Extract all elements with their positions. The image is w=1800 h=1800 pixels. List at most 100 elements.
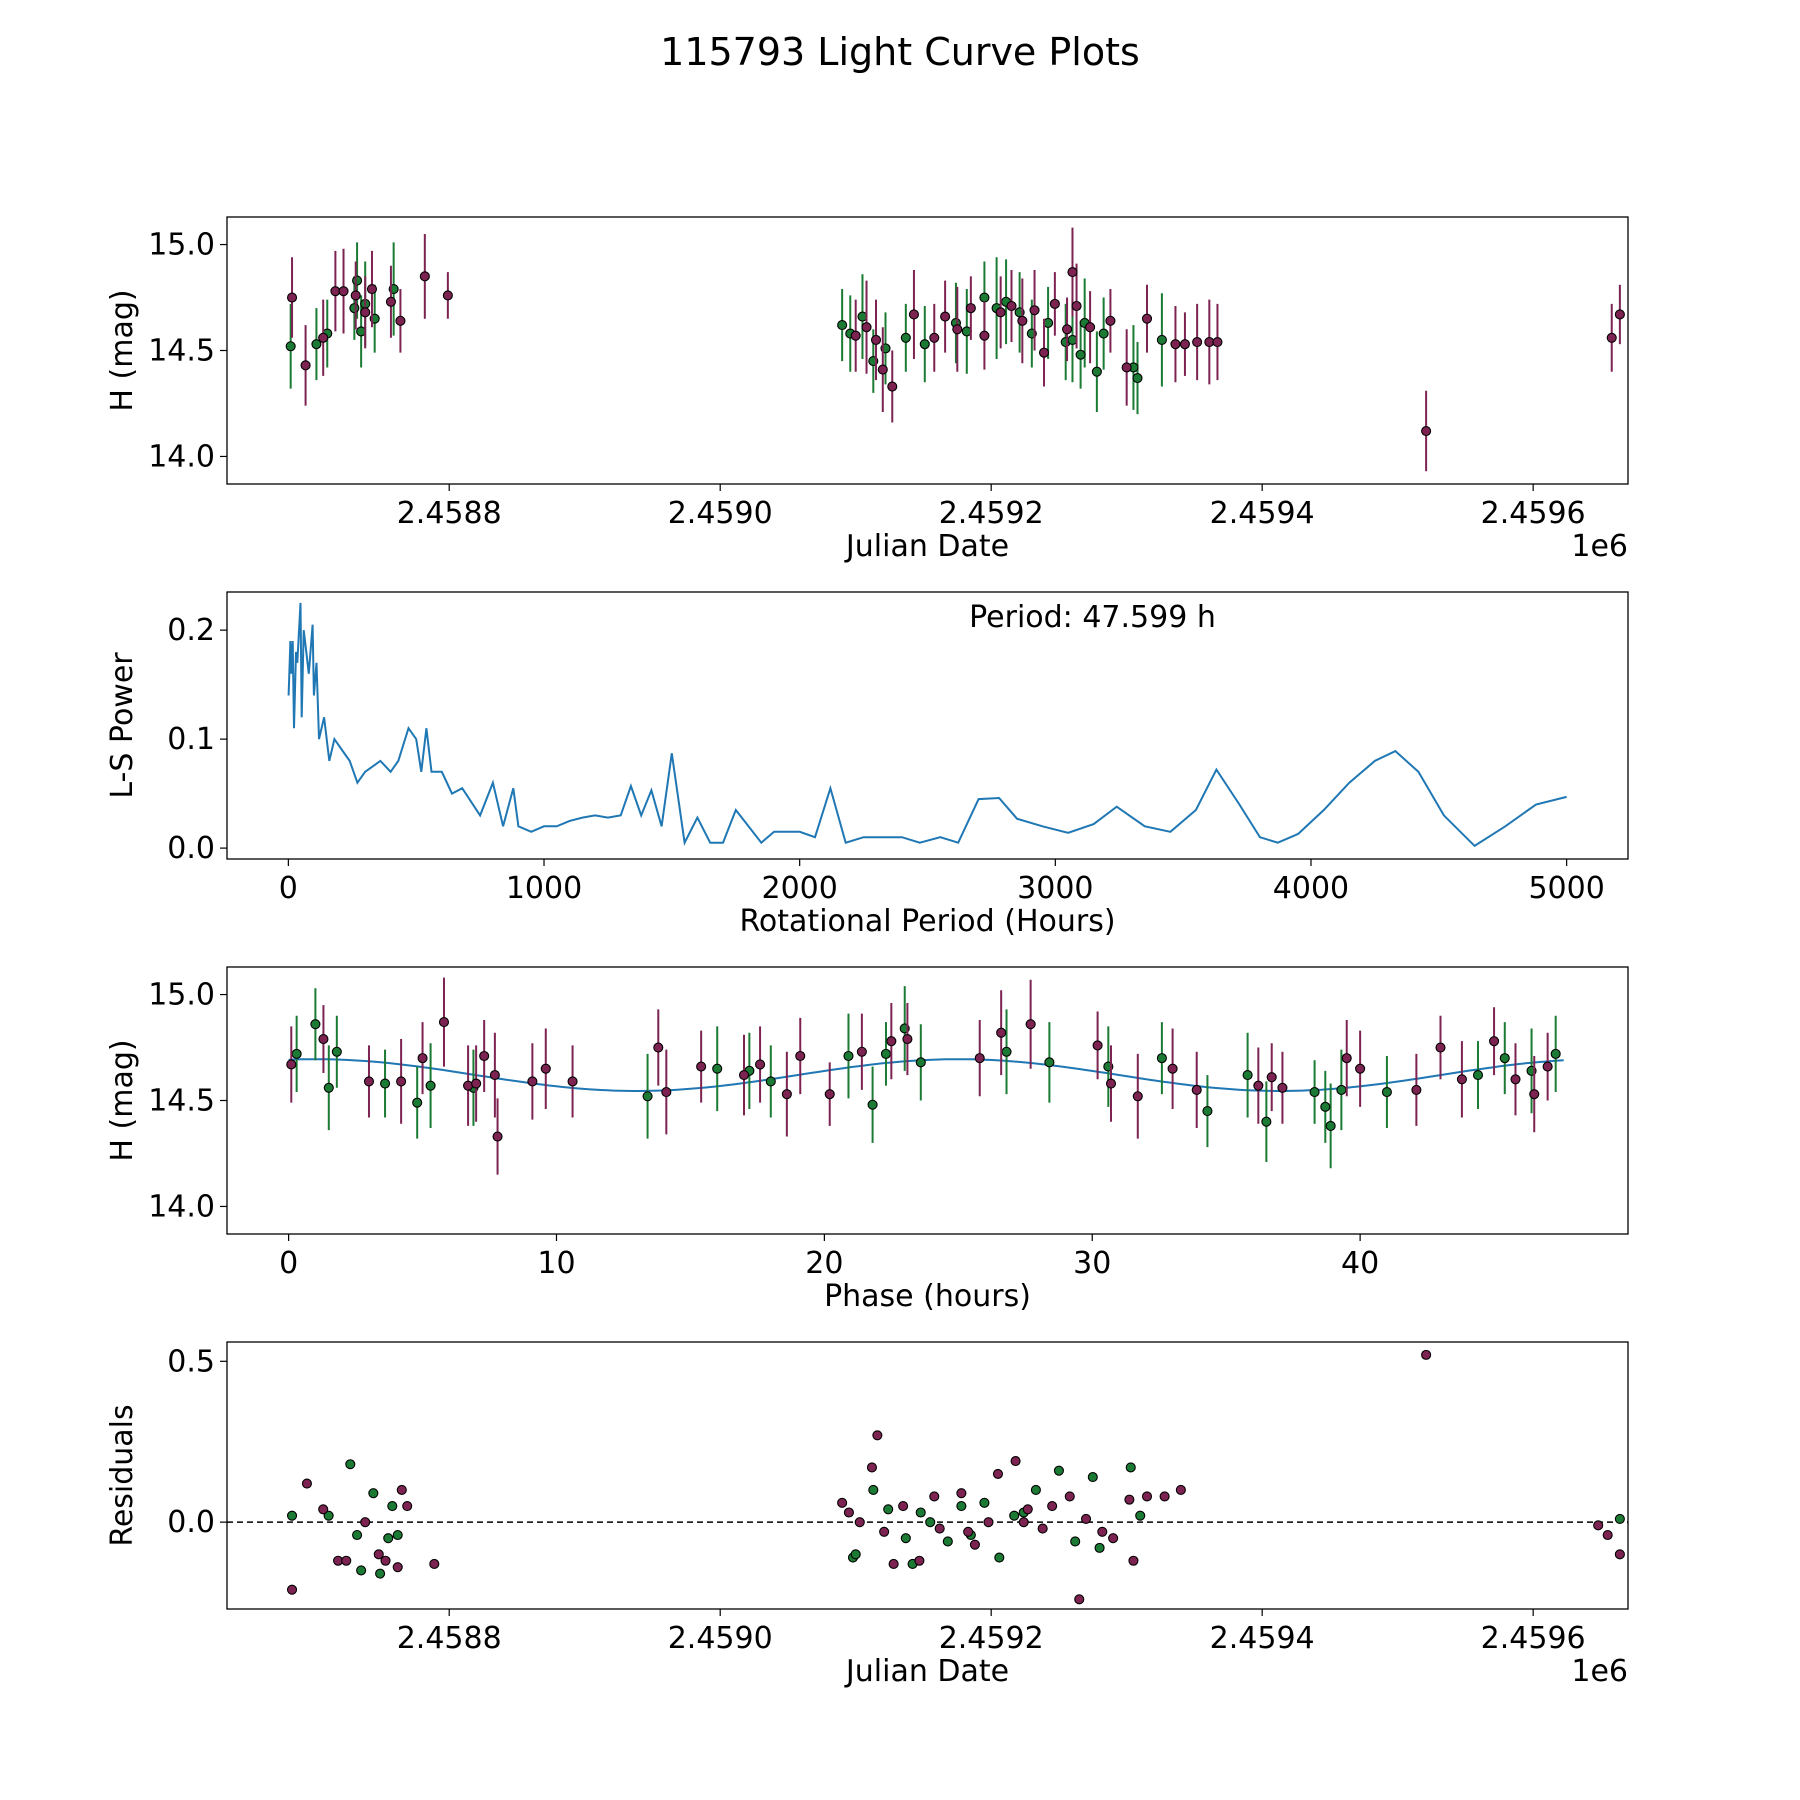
y-tick-label: 0.2 (167, 613, 215, 648)
x-offset-label: 1e6 (1571, 529, 1628, 564)
y-tick-label: 15.0 (148, 228, 215, 263)
data-point-purple (301, 1478, 312, 1489)
data-point-purple (1006, 300, 1017, 312)
x-tick-label: 1000 (506, 871, 582, 906)
data-point-purple (1167, 1063, 1178, 1074)
axes-ls: 0 1000 2000 3000 4000 5000 0.0 0.1 0.2 Rotational… (105, 591, 1629, 939)
y-tick-label: 14.5 (148, 1084, 215, 1119)
data-point-purple (661, 1086, 672, 1098)
data-point-purple (492, 1131, 503, 1142)
plot-area (287, 602, 1567, 848)
x-tick-label: 5000 (1528, 871, 1604, 906)
data-point-purple (856, 1046, 867, 1057)
data-point-purple (1062, 324, 1073, 335)
y-tick-label: 0.0 (167, 831, 215, 866)
data-point-purple (396, 1076, 407, 1087)
data-point-purple (300, 360, 311, 371)
data-point-purple (540, 1063, 551, 1074)
x-tick-label: 0 (279, 1246, 298, 1281)
data-point-purple (940, 311, 951, 322)
data-point-purple (1047, 1501, 1058, 1512)
axes-frame (226, 216, 1629, 485)
model-fit-curve (288, 1058, 1564, 1092)
data-point-green (1001, 1046, 1012, 1057)
data-point-purple (1064, 1491, 1075, 1502)
data-point-green (1044, 1057, 1055, 1068)
data-point-purple (392, 1562, 403, 1573)
data-point-purple (872, 1430, 883, 1441)
y-tick-label: 0.0 (167, 1505, 215, 1540)
data-point-purple (380, 1555, 391, 1566)
data-point-green (915, 1507, 926, 1518)
x-tick-label: 2.4592 (939, 496, 1044, 531)
y-tick-label: 14.0 (148, 1189, 215, 1224)
data-point-purple (929, 1491, 940, 1502)
y-tick-label: 14.5 (148, 334, 215, 369)
data-point-green (323, 1082, 334, 1093)
data-point-green (349, 303, 360, 314)
data-point-purple (395, 315, 406, 326)
data-point-green (1009, 1510, 1020, 1521)
x-tick-label: 30 (1073, 1246, 1111, 1281)
data-point-purple (1192, 336, 1203, 348)
data-point-purple (373, 1549, 384, 1560)
data-point-purple (1025, 1019, 1036, 1030)
data-point-purple (419, 271, 430, 282)
data-point-green (1261, 1116, 1272, 1127)
x-tick-label: 20 (805, 1246, 843, 1281)
data-point-purple (1529, 1089, 1540, 1100)
data-point-green (285, 341, 296, 352)
data-point-purple (1105, 1078, 1117, 1089)
data-point-purple (360, 1517, 371, 1528)
plot-area (227, 1349, 1628, 1605)
data-point-purple (914, 1555, 925, 1566)
data-point-purple (1489, 1036, 1500, 1047)
data-point-purple (1170, 339, 1181, 350)
data-point-green (387, 1501, 398, 1512)
data-point-green (356, 1565, 367, 1576)
data-point-green (1053, 1465, 1064, 1476)
data-point-purple (1212, 336, 1223, 348)
x-axis-label: Phase (hours) (824, 1279, 1031, 1314)
data-point-purple (1124, 1494, 1135, 1505)
data-point-purple (1421, 1349, 1432, 1360)
y-axis-label: L-S Power (105, 652, 140, 799)
data-point-purple (850, 330, 861, 341)
x-tick-label: 40 (1341, 1246, 1379, 1281)
data-point-green (310, 1019, 321, 1030)
data-point-green (1242, 1070, 1253, 1081)
data-point-purple (429, 1558, 440, 1570)
data-point-purple (837, 1497, 848, 1508)
y-axis-label: Residuals (105, 1404, 140, 1546)
data-point-purple (956, 1488, 967, 1499)
x-tick-label: 2.4588 (397, 1621, 502, 1656)
data-point-purple (795, 1050, 806, 1062)
data-point-purple (1010, 1455, 1021, 1467)
data-point-purple (1141, 313, 1153, 324)
data-point-purple (1132, 1091, 1143, 1102)
data-point-purple (877, 364, 888, 375)
data-point-green (1087, 1472, 1098, 1483)
data-point-purple (898, 1501, 909, 1512)
data-point-purple (1614, 1549, 1625, 1560)
power-spectrum-line (287, 602, 1567, 848)
data-point-purple (1085, 322, 1096, 333)
data-point-purple (1421, 425, 1432, 437)
data-point-green (1202, 1106, 1213, 1117)
x-tick-label: 10 (537, 1246, 575, 1281)
data-point-purple (1411, 1084, 1422, 1095)
data-point-purple (1266, 1072, 1277, 1083)
data-point-green (412, 1097, 423, 1108)
data-point-purple (738, 1070, 750, 1081)
data-point-green (352, 1529, 363, 1541)
data-point-purple (1029, 305, 1040, 316)
data-point-green (291, 1048, 302, 1059)
data-point-green (956, 1501, 967, 1512)
data-point-purple (974, 1053, 985, 1064)
data-point-green (1091, 366, 1102, 377)
x-tick-label: 2.4592 (939, 1621, 1044, 1656)
x-tick-label: 4000 (1273, 871, 1349, 906)
data-point-purple (1435, 1042, 1446, 1053)
axes-res: 2.4588 2.4590 2.4592 2.4594 2.4596 0.0 0.5 Juli… (105, 1341, 1629, 1689)
